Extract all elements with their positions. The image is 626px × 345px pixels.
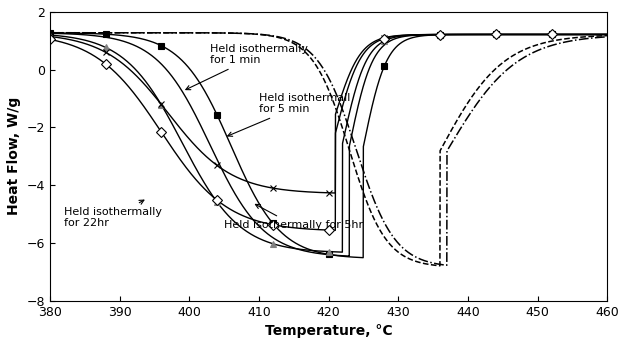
Text: Held isothermally for 5hr: Held isothermally for 5hr — [224, 204, 363, 230]
X-axis label: Temperature, °C: Temperature, °C — [265, 324, 393, 338]
Text: Held isothermall
for 5 min: Held isothermall for 5 min — [228, 93, 350, 136]
Text: Held isothermally
for 1 min: Held isothermally for 1 min — [186, 44, 308, 90]
Text: Held isothermally
for 22hr: Held isothermally for 22hr — [64, 200, 162, 228]
Y-axis label: Heat Flow, W/g: Heat Flow, W/g — [7, 97, 21, 215]
